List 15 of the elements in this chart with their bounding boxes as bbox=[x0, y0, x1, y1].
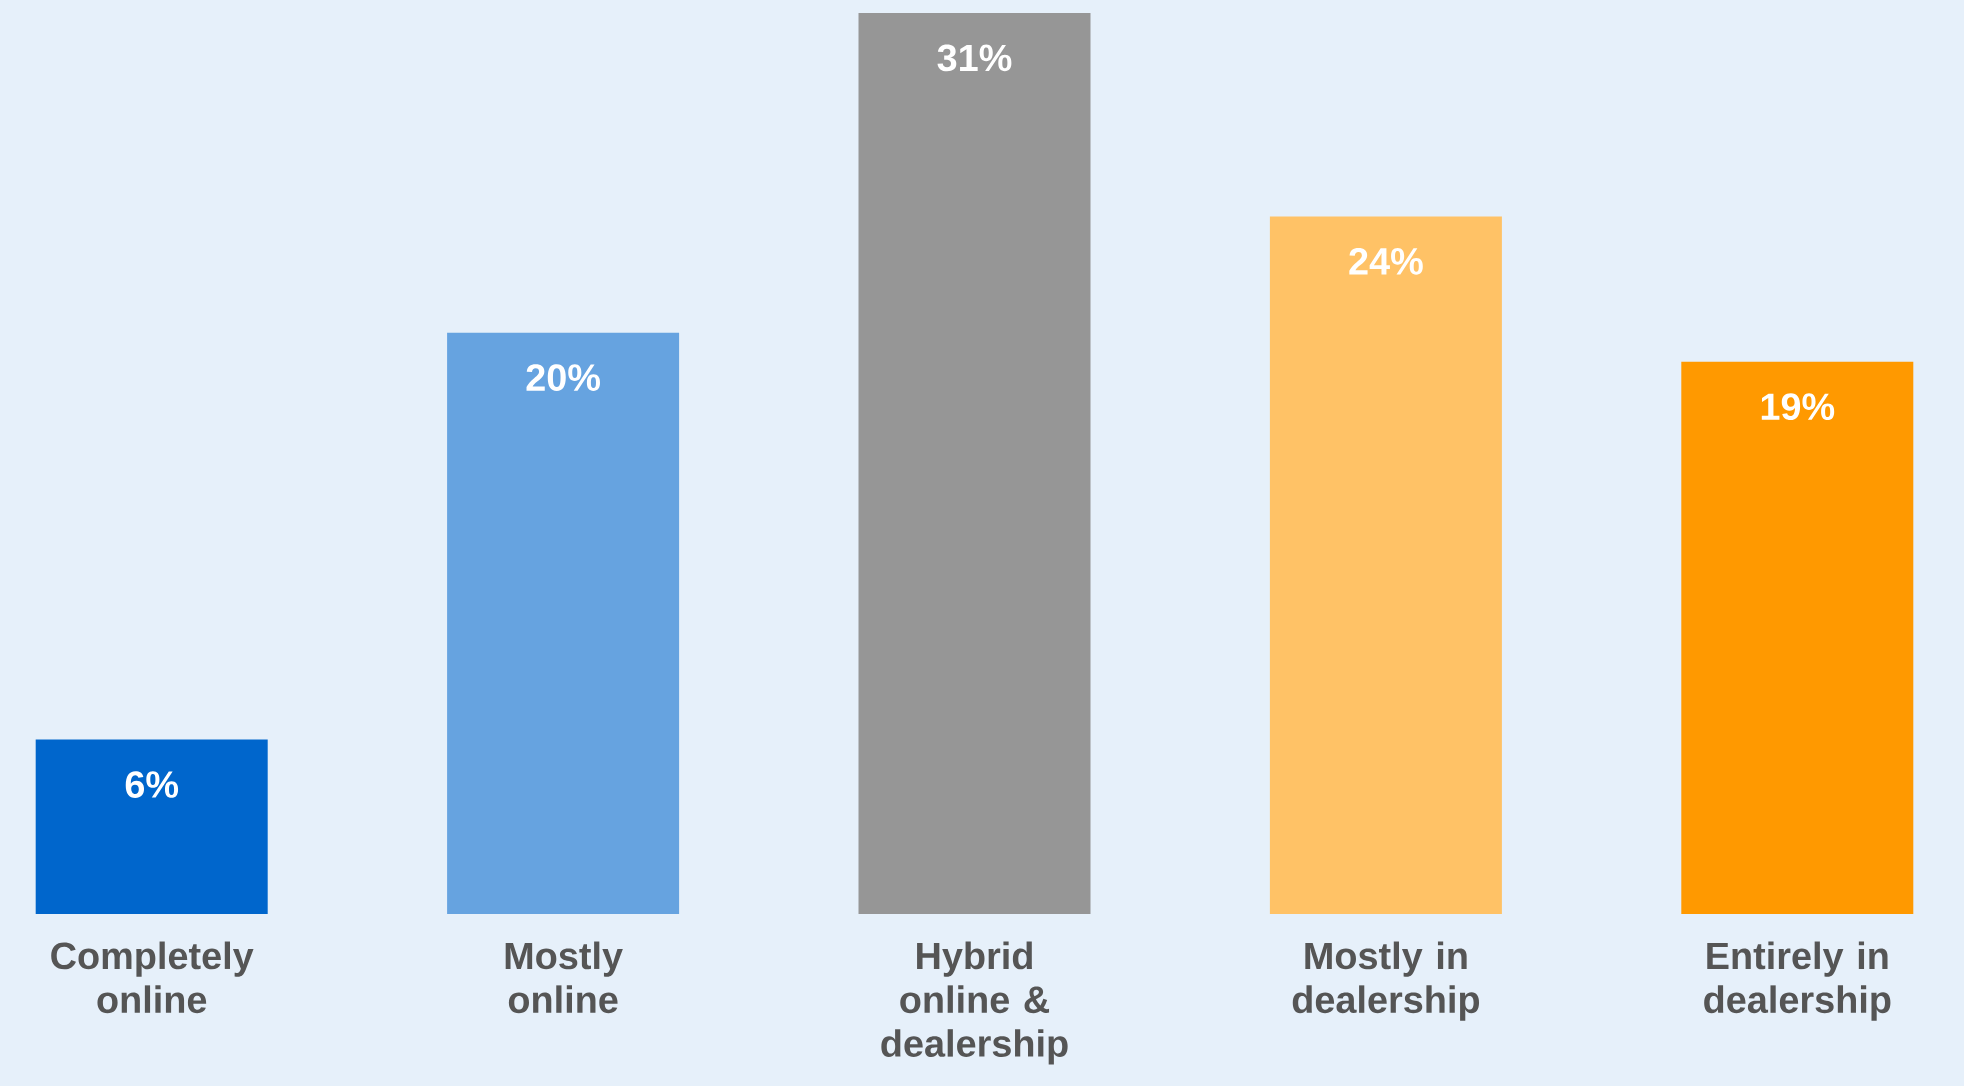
data-label: 31% bbox=[937, 44, 1012, 72]
data-label: 19% bbox=[1761, 393, 1835, 421]
bar bbox=[858, 12, 1091, 914]
x-tick-label: Mostly in dealership bbox=[1292, 941, 1480, 1021]
data-label: 6% bbox=[125, 771, 179, 798]
data-label: 24% bbox=[1349, 247, 1423, 275]
x-tick-label: Entirely in dealership bbox=[1704, 941, 1891, 1021]
bar bbox=[35, 739, 268, 914]
bar bbox=[447, 332, 680, 914]
data-label: 20% bbox=[526, 364, 600, 392]
x-tick-label: Hybrid online & dealership bbox=[881, 941, 1068, 1065]
x-tick-label: Mostly online bbox=[505, 941, 623, 1014]
bar bbox=[1269, 216, 1502, 914]
bar bbox=[1681, 361, 1914, 914]
x-tick-label: Completely online bbox=[51, 941, 254, 1014]
